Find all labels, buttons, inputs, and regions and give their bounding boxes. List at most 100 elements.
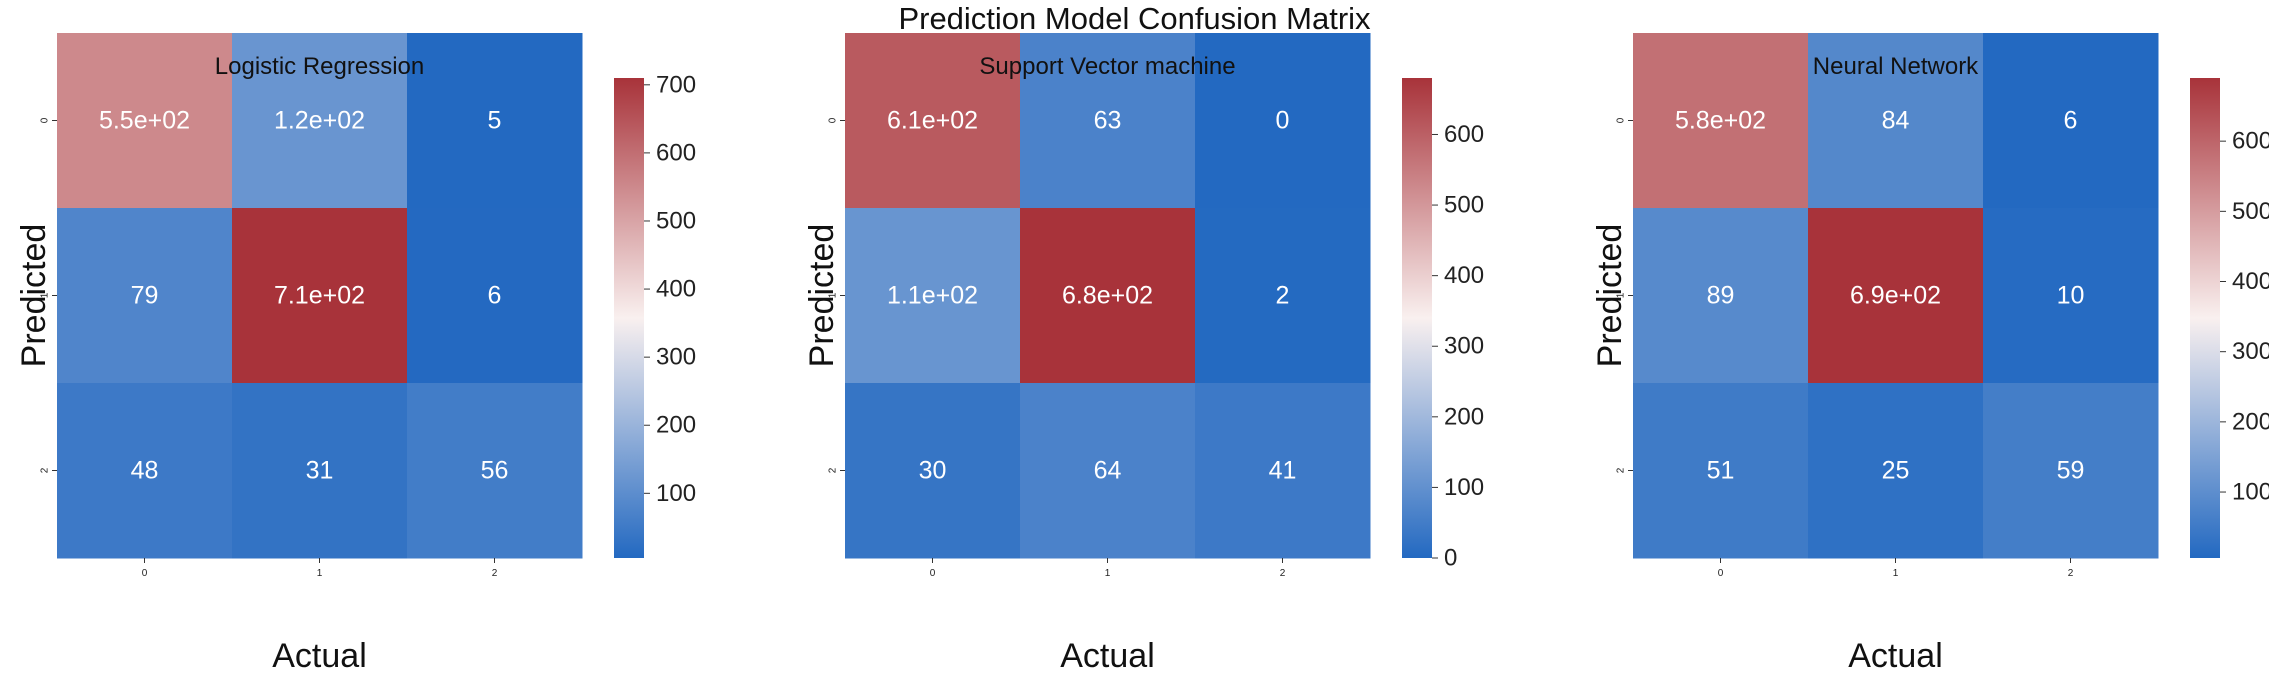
y-tick-label: 1 bbox=[828, 292, 839, 298]
heatmap-cell bbox=[1633, 33, 1809, 209]
heatmap-cell bbox=[1983, 208, 2159, 384]
cell-annotation: 6 bbox=[488, 282, 502, 310]
cell-annotation: 25 bbox=[1882, 457, 1910, 485]
heatmap-cell bbox=[407, 33, 583, 209]
colorbar-tick-label: 200 bbox=[1444, 403, 1484, 430]
heatmap-cell bbox=[1020, 33, 1196, 209]
heatmap-cell bbox=[845, 33, 1021, 209]
y-tick-label: 0 bbox=[828, 117, 839, 123]
y-axis-label: Predicted bbox=[1591, 224, 1629, 368]
colorbar-tick-label: 500 bbox=[1444, 192, 1484, 219]
x-axis-label: Actual bbox=[1060, 637, 1155, 675]
x-axis-label: Actual bbox=[272, 637, 367, 675]
heatmap-cell bbox=[57, 383, 233, 559]
colorbar-tick-label: 600 bbox=[656, 139, 696, 166]
cell-annotation: 5 bbox=[488, 107, 502, 135]
x-tick-label: 0 bbox=[1718, 568, 1724, 579]
x-tick-label: 1 bbox=[1105, 568, 1111, 579]
cell-annotation: 30 bbox=[919, 457, 947, 485]
cell-annotation: 51 bbox=[1707, 457, 1735, 485]
x-tick-label: 1 bbox=[1893, 568, 1899, 579]
heatmap-cell bbox=[232, 33, 408, 209]
cell-annotation: 84 bbox=[1882, 107, 1910, 135]
heatmap-cell bbox=[845, 208, 1021, 384]
heatmap-cell bbox=[1633, 208, 1809, 384]
heatmap-cell bbox=[1808, 33, 1984, 209]
heatmap-cell bbox=[1195, 383, 1371, 559]
heatmap-cell bbox=[1983, 383, 2159, 559]
colorbar-tick-label: 100 bbox=[656, 480, 696, 507]
cell-annotation: 6.9e+02 bbox=[1850, 282, 1941, 310]
x-tick-label: 1 bbox=[317, 568, 323, 579]
y-tick-label: 2 bbox=[40, 467, 51, 473]
panel-title: Neural Network bbox=[1813, 53, 1979, 80]
x-axis-label: Actual bbox=[1848, 637, 1943, 675]
cell-annotation: 41 bbox=[1269, 457, 1297, 485]
panel-title: Support Vector machine bbox=[979, 53, 1235, 80]
cell-annotation: 64 bbox=[1094, 457, 1122, 485]
colorbar-tick-label: 500 bbox=[2232, 198, 2269, 225]
y-tick-label: 0 bbox=[40, 117, 51, 123]
heatmap-cell bbox=[1808, 383, 1984, 559]
heatmap-cell bbox=[1633, 383, 1809, 559]
x-tick-label: 2 bbox=[492, 568, 498, 579]
cell-annotation: 31 bbox=[306, 457, 334, 485]
cell-annotation: 1.1e+02 bbox=[887, 282, 978, 310]
cell-annotation: 2 bbox=[1276, 282, 1290, 310]
heatmap-cell bbox=[407, 383, 583, 559]
cell-annotation: 6.8e+02 bbox=[1062, 282, 1153, 310]
cell-annotation: 7.1e+02 bbox=[274, 282, 365, 310]
cell-annotation: 6 bbox=[2064, 107, 2078, 135]
heatmap-cell bbox=[1808, 208, 1984, 384]
colorbar-tick-label: 300 bbox=[656, 344, 696, 371]
heatmap-cell bbox=[1020, 208, 1196, 384]
colorbar-tick-label: 300 bbox=[2232, 338, 2269, 365]
colorbar-tick-label: 100 bbox=[1444, 474, 1484, 501]
colorbar bbox=[1402, 78, 1432, 558]
colorbar-tick-label: 600 bbox=[2232, 128, 2269, 155]
x-tick-label: 2 bbox=[1280, 568, 1286, 579]
colorbar-tick-label: 400 bbox=[1444, 262, 1484, 289]
x-tick-label: 0 bbox=[930, 568, 936, 579]
y-tick-label: 1 bbox=[40, 292, 51, 298]
heatmap-cell bbox=[57, 33, 233, 209]
cell-annotation: 5.8e+02 bbox=[1675, 107, 1766, 135]
colorbar-tick-label: 100 bbox=[2232, 479, 2269, 506]
colorbar-tick-label: 600 bbox=[1444, 121, 1484, 148]
cell-annotation: 48 bbox=[131, 457, 159, 485]
y-tick-label: 0 bbox=[1616, 117, 1627, 123]
x-tick-label: 2 bbox=[2068, 568, 2074, 579]
heatmap-cell bbox=[232, 383, 408, 559]
colorbar bbox=[2190, 78, 2220, 558]
cell-annotation: 1.2e+02 bbox=[274, 107, 365, 135]
colorbar-tick-label: 400 bbox=[2232, 268, 2269, 295]
cell-annotation: 10 bbox=[2057, 282, 2085, 310]
heatmap-cell bbox=[1020, 383, 1196, 559]
heatmap-cell bbox=[845, 383, 1021, 559]
heatmap-cell bbox=[1983, 33, 2159, 209]
cell-annotation: 89 bbox=[1707, 282, 1735, 310]
cell-annotation: 59 bbox=[2057, 457, 2085, 485]
panel-title: Logistic Regression bbox=[215, 53, 424, 80]
cell-annotation: 79 bbox=[131, 282, 159, 310]
colorbar-tick-label: 700 bbox=[656, 71, 696, 98]
colorbar-tick-label: 400 bbox=[656, 276, 696, 303]
colorbar-tick-label: 0 bbox=[1444, 545, 1457, 572]
cell-annotation: 5.5e+02 bbox=[99, 107, 190, 135]
heatmap-cell bbox=[407, 208, 583, 384]
colorbar-tick-label: 500 bbox=[656, 207, 696, 234]
y-axis-label: Predicted bbox=[15, 224, 53, 368]
y-axis-label: Predicted bbox=[803, 224, 841, 368]
cell-annotation: 63 bbox=[1094, 107, 1122, 135]
cell-annotation: 6.1e+02 bbox=[887, 107, 978, 135]
figure-title: Prediction Model Confusion Matrix bbox=[898, 1, 1371, 36]
colorbar-tick-label: 200 bbox=[2232, 408, 2269, 435]
colorbar bbox=[614, 78, 644, 558]
heatmap-cell bbox=[232, 208, 408, 384]
cell-annotation: 56 bbox=[481, 457, 509, 485]
colorbar-tick-label: 300 bbox=[1444, 333, 1484, 360]
y-tick-label: 2 bbox=[828, 467, 839, 473]
heatmap-cell bbox=[1195, 208, 1371, 384]
x-tick-label: 0 bbox=[142, 568, 148, 579]
